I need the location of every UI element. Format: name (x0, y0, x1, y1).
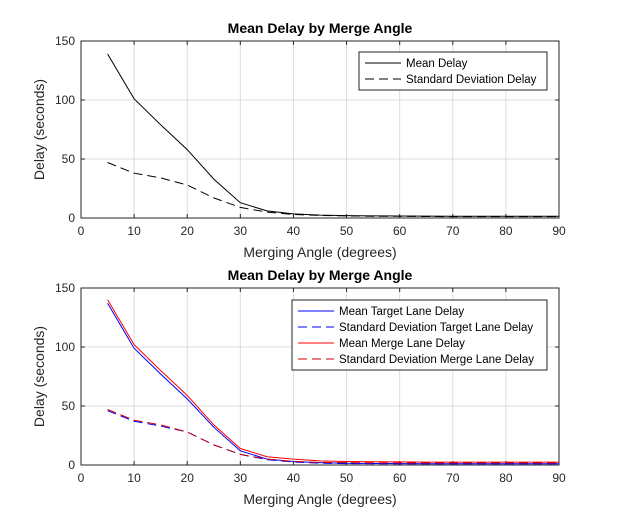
legend-label-2: Standard Deviation Delay (406, 74, 537, 86)
x-tick-label: 70 (446, 224, 460, 238)
x-tick-label: 30 (234, 471, 248, 485)
x-tick-label: 40 (287, 224, 301, 238)
y-tick-label: 150 (55, 34, 75, 48)
x-tick-label: 90 (552, 471, 566, 485)
y-tick-label: 100 (55, 340, 75, 354)
legend: Mean Delay Standard Deviation Delay (358, 51, 548, 91)
x-tick-label: 50 (340, 471, 354, 485)
y-tick-label: 150 (55, 281, 75, 295)
series-line-3 (107, 299, 559, 463)
x-tick-label: 10 (127, 224, 141, 238)
subplot-1: 0 10 20 30 40 50 60 70 80 90 0 50 100 150 Mean Delay b… (31, 20, 566, 260)
x-tick-label: 40 (287, 471, 301, 485)
x-tick-label: 20 (181, 224, 195, 238)
axes-frame (80, 40, 560, 219)
y-axis-label: Delay (seconds) (31, 326, 47, 427)
x-tick-label: 20 (181, 471, 195, 485)
chart-title: Mean Delay by Merge Angle (228, 20, 413, 36)
y-tick-label: 0 (68, 211, 75, 225)
x-tick-label: 50 (340, 224, 354, 238)
legend-label-1: Mean Delay (406, 58, 468, 70)
x-tick-label: 80 (499, 224, 513, 238)
legend-label-3: Mean Merge Lane Delay (339, 338, 465, 350)
series-line-2 (107, 410, 559, 465)
x-tick-label: 60 (393, 471, 407, 485)
x-axis-label: Merging Angle (degrees) (243, 244, 396, 260)
y-axis-label: Delay (seconds) (31, 79, 47, 180)
legend-box (358, 51, 548, 91)
x-tick-label: 10 (127, 471, 141, 485)
legend: Mean Target Lane Delay Standard Deviation… (291, 299, 548, 371)
subplot-2: 0 10 20 30 40 50 60 70 80 90 0 50 100 150 Mean Delay b… (31, 267, 566, 507)
y-tick-label: 100 (55, 93, 75, 107)
legend-label-4: Standard Deviation Merge Lane Delay (339, 354, 534, 366)
x-tick-label: 60 (393, 224, 407, 238)
chart-title: Mean Delay by Merge Angle (228, 267, 413, 283)
y-tick-label: 50 (62, 152, 76, 166)
x-tick-label: 30 (234, 224, 248, 238)
x-tick-label: 80 (499, 471, 513, 485)
y-tick-label: 0 (68, 458, 75, 472)
series-line-2 (107, 162, 559, 218)
x-tick-label: 70 (446, 471, 460, 485)
x-tick-label: 90 (552, 224, 566, 238)
legend-box (291, 299, 548, 371)
x-axis-label: Merging Angle (degrees) (243, 491, 396, 507)
x-tick-label: 0 (78, 471, 85, 485)
axes-frame (80, 287, 560, 466)
series-line-4 (107, 409, 559, 464)
y-tick-label: 50 (62, 399, 76, 413)
legend-label-1: Mean Target Lane Delay (339, 306, 464, 318)
legend-label-2: Standard Deviation Target Lane Delay (339, 322, 533, 334)
x-tick-label: 0 (78, 224, 85, 238)
